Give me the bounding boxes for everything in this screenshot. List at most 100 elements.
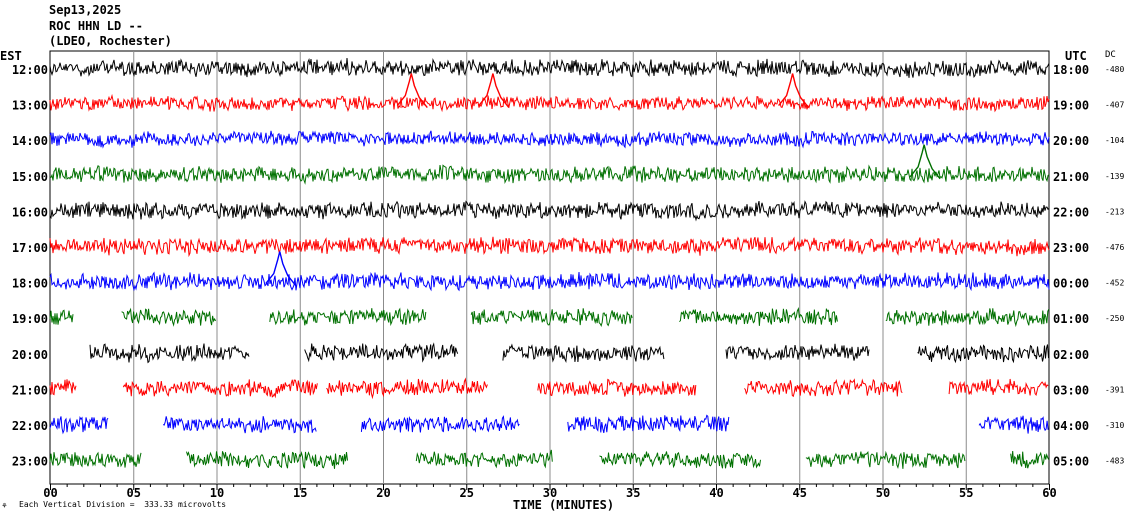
trace-segment	[537, 378, 697, 397]
dc-offset-label: -139	[1105, 172, 1124, 181]
event-spike	[396, 73, 428, 109]
est-time-label: 14:00	[12, 134, 48, 148]
station-code: ROC HHN LD --	[49, 19, 143, 33]
utc-time-label: 21:00	[1053, 170, 1089, 184]
dc-offset-label: -483	[1105, 457, 1124, 466]
est-time-label: 23:00	[12, 455, 48, 469]
dc-offset-label: -391	[1105, 385, 1124, 394]
trace-segment	[326, 377, 488, 400]
trace-segment	[360, 415, 520, 433]
plot-date: Sep13,2025	[49, 3, 122, 17]
trace-segment	[885, 308, 1050, 328]
dc-offset-label: -250	[1105, 314, 1124, 323]
trace-segment	[805, 450, 966, 469]
utc-time-label: 05:00	[1053, 455, 1089, 469]
utc-time-label: 20:00	[1053, 134, 1089, 148]
utc-time-label: 22:00	[1053, 205, 1089, 219]
utc-time-label: 18:00	[1053, 63, 1089, 77]
trace-segment	[121, 307, 217, 327]
trace-segment	[599, 451, 761, 469]
dc-offset-label: -310	[1105, 421, 1124, 430]
trace-segment	[49, 451, 142, 468]
trace-segment	[89, 343, 250, 364]
est-time-label: 22:00	[12, 419, 48, 433]
x-tick-label: 55	[959, 486, 973, 500]
trace-segment	[679, 306, 838, 326]
x-tick-label: 60	[1042, 486, 1056, 500]
scale-note: Each Vertical Division = 333.33 microvol…	[19, 500, 227, 509]
trace-segment	[725, 343, 870, 361]
trace-segment	[304, 342, 459, 363]
x-tick-label: 35	[626, 486, 640, 500]
time-grid	[49, 50, 1050, 490]
x-tick-label: 50	[876, 486, 890, 500]
est-time-label: 18:00	[12, 277, 48, 291]
event-spike	[478, 73, 510, 109]
utc-time-label: 00:00	[1053, 277, 1089, 291]
est-time-label: 20:00	[12, 348, 48, 362]
utc-time-label: 01:00	[1053, 312, 1089, 326]
trace-segment	[978, 415, 1049, 434]
trace-segment	[567, 414, 730, 434]
trace-segment	[49, 271, 1050, 292]
utc-time-label: 23:00	[1053, 241, 1089, 255]
trace-segment	[49, 200, 1050, 222]
event-spike	[909, 144, 941, 180]
x-tick-label: 20	[376, 486, 390, 500]
trace-segment	[49, 130, 1050, 149]
utc-time-label: 04:00	[1053, 419, 1089, 433]
left-axis-label: EST	[0, 49, 22, 63]
x-tick-label: 25	[460, 486, 474, 500]
right-axis-label: UTC	[1065, 49, 1087, 63]
utc-time-label: 02:00	[1053, 348, 1089, 362]
trace-segment	[269, 307, 427, 327]
trace-segment	[948, 378, 1049, 396]
trace-segment	[49, 93, 1050, 113]
est-time-label: 17:00	[12, 241, 48, 255]
station-network: (LDEO, Rochester)	[49, 34, 172, 48]
est-time-label: 16:00	[12, 205, 48, 219]
est-time-label: 15:00	[12, 170, 48, 184]
trace-segment	[917, 344, 1049, 364]
dc-offset-label: -213	[1105, 207, 1124, 216]
trace-segment	[162, 416, 317, 434]
trace-segment	[49, 57, 1050, 78]
utc-time-label: 03:00	[1053, 383, 1089, 397]
est-time-label: 19:00	[12, 312, 48, 326]
est-time-label: 12:00	[12, 63, 48, 77]
est-time-label: 13:00	[12, 99, 48, 113]
dc-header: DC	[1105, 50, 1116, 60]
seismic-traces	[49, 57, 1050, 469]
dc-offset-label: -476	[1105, 243, 1124, 252]
x-tick-label: 05	[127, 486, 141, 500]
x-tick-label: 30	[543, 486, 557, 500]
utc-time-label: 19:00	[1053, 99, 1089, 113]
x-tick-label: 40	[709, 486, 723, 500]
dc-offset-label: -452	[1105, 279, 1124, 288]
x-tick-label: 00	[43, 486, 57, 500]
trace-segment	[49, 416, 109, 435]
trace-segment	[470, 308, 633, 328]
dc-offset-label: -480	[1105, 65, 1124, 74]
x-tick-label: 45	[793, 486, 807, 500]
event-spike	[778, 73, 810, 109]
event-spike	[265, 251, 297, 287]
trace-segment	[743, 378, 903, 398]
dc-offset-label: -104	[1105, 136, 1124, 145]
trace-segment	[49, 164, 1050, 185]
trace-segment	[415, 449, 553, 469]
axis-labels: 00 05 10 15 20 25 30 35 40 45 50 55 60 TIME (MINUTES)…	[0, 49, 1124, 512]
trace-segment	[49, 236, 1050, 258]
trace-segment	[122, 379, 318, 399]
x-tick-label: 10	[210, 486, 224, 500]
est-time-label: 21:00	[12, 383, 48, 397]
trace-segment	[49, 309, 74, 325]
trace-segment	[186, 451, 348, 469]
trace-segment	[49, 379, 77, 396]
trace-segment	[502, 343, 665, 364]
x-tick-label: 15	[293, 486, 307, 500]
trace-segment	[1010, 450, 1050, 469]
seismometer-icon: ⚘	[2, 501, 7, 510]
dc-offset-label: -407	[1105, 101, 1124, 110]
